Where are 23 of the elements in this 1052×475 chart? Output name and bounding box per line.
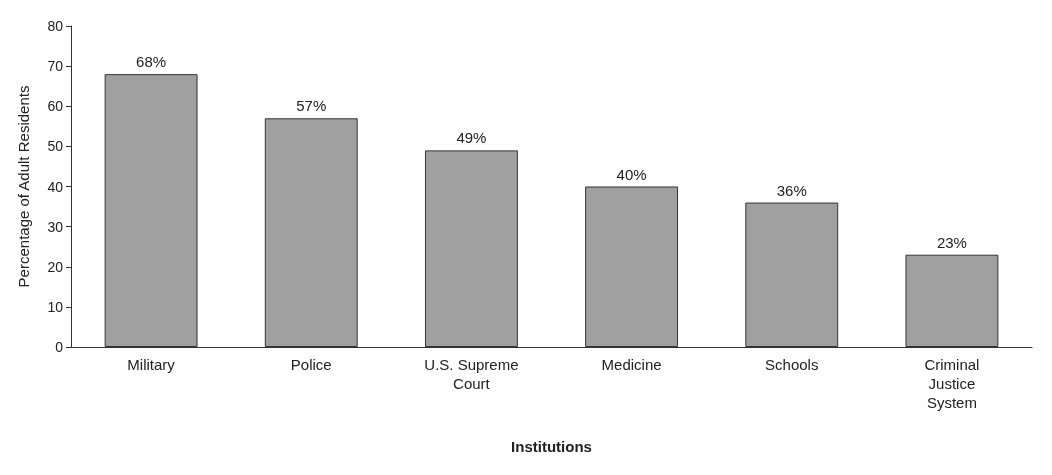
y-tick-label: 60	[47, 98, 64, 115]
data-label: 57%	[296, 97, 327, 115]
x-tick-label: Medicine	[601, 356, 662, 373]
y-tick-label: 0	[55, 339, 64, 355]
y-tick-label: 10	[47, 298, 64, 315]
y-tick-label: 30	[47, 218, 64, 235]
x-tick-label: Schools	[765, 356, 819, 373]
data-label: 40%	[616, 165, 647, 183]
y-tick-label: 80	[47, 18, 64, 34]
y-tick-label: 70	[47, 58, 64, 75]
data-label: 23%	[936, 233, 967, 251]
x-axis-title: Institutions	[511, 438, 592, 455]
x-tick-label: U.S. Supreme Court	[424, 356, 519, 392]
data-label: 36%	[776, 181, 807, 199]
x-tick-label: Military	[127, 356, 176, 373]
y-tick-label: 40	[47, 178, 64, 195]
data-label: 49%	[456, 129, 487, 147]
data-label: 68%	[136, 53, 167, 71]
y-tick-label: 20	[47, 258, 64, 275]
x-tick-label: Police	[290, 356, 332, 373]
y-tick-label: 50	[47, 138, 64, 155]
y-axis-title: Percentage of Adult Residents	[15, 85, 32, 288]
x-tick-label: Criminal Justice System	[924, 356, 980, 411]
